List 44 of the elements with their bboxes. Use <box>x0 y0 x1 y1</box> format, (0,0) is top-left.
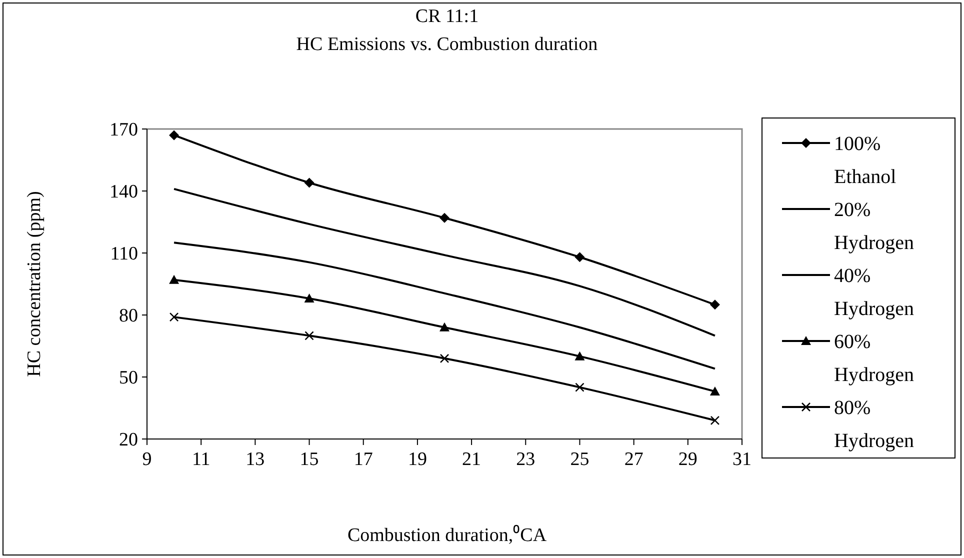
x-tick-label: 27 <box>624 449 644 470</box>
point <box>169 274 180 284</box>
legend-label: 20% Hydrogen <box>834 199 914 254</box>
legend-label: 60% Hydrogen <box>834 331 914 386</box>
chart-subtitle: HC Emissions vs. Combustion duration <box>296 34 598 55</box>
x-tick-label: 19 <box>408 449 427 470</box>
y-tick-label: 170 <box>110 120 138 141</box>
point <box>440 354 450 364</box>
y-axis-title: HC concentration (ppm) <box>24 191 45 377</box>
x-tick-label: 21 <box>462 449 482 470</box>
point <box>169 130 180 140</box>
point <box>574 252 585 262</box>
x-tick-label: 13 <box>246 449 265 470</box>
point <box>710 386 720 396</box>
point <box>710 416 720 426</box>
point <box>169 312 179 322</box>
legend-label: 100% Ethanol <box>834 133 897 188</box>
point <box>304 293 314 302</box>
point <box>440 212 450 223</box>
point <box>440 322 450 332</box>
line-series <box>173 188 716 337</box>
point <box>304 178 314 188</box>
y-tick-label: 110 <box>110 244 138 265</box>
y-tick-label: 20 <box>119 430 138 451</box>
x-tick-label: 17 <box>354 449 373 470</box>
legend-label: 40% Hydrogen <box>834 265 914 320</box>
point <box>710 300 720 310</box>
legend-label: 80% Hydrogen <box>834 397 914 452</box>
x-axis-title: Combustion duration,⁰CA <box>347 524 547 546</box>
chart-title: CR 11:1 <box>415 6 479 27</box>
x-tick-label: 25 <box>570 449 590 470</box>
x-tick-label: 31 <box>732 449 752 470</box>
y-tick-label: 50 <box>119 368 138 389</box>
x-tick-label: 11 <box>192 449 210 470</box>
x-tick-label: 29 <box>678 449 698 470</box>
y-tick-label: 140 <box>110 182 138 203</box>
point <box>574 351 585 360</box>
line-series <box>173 242 716 370</box>
point <box>575 382 584 392</box>
y-tick-label: 80 <box>119 306 138 327</box>
x-tick-label: 15 <box>300 449 319 470</box>
x-tick-label: 23 <box>516 449 536 470</box>
x-tick-label: 9 <box>142 449 152 470</box>
point <box>304 331 314 340</box>
